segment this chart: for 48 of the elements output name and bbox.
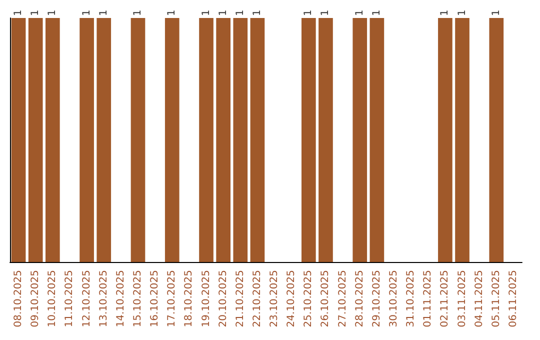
x-tick-label: 26.10.2025: [320, 270, 332, 328]
x-tick-label: 15.10.2025: [132, 270, 144, 328]
x-tick-label: 28.10.2025: [354, 270, 366, 328]
x-tick-label: 06.11.2025: [508, 270, 519, 328]
data-label: 1: [98, 10, 110, 16]
data-label: 1: [30, 10, 42, 16]
x-tick-label: 22.10.2025: [252, 270, 263, 328]
data-label: 1: [440, 10, 451, 16]
x-tick-label: 14.10.2025: [115, 270, 126, 328]
data-label: 1: [456, 10, 468, 16]
x-tick-label: 10.10.2025: [47, 270, 58, 328]
x-tick-label: 03.11.2025: [456, 270, 468, 328]
data-label: 1: [81, 10, 92, 16]
x-tick-label: 30.10.2025: [388, 270, 400, 328]
data-label: 1: [234, 10, 246, 16]
data-label: 1: [13, 10, 24, 16]
x-tick-label: 16.10.2025: [150, 270, 161, 328]
data-label: 1: [200, 10, 212, 16]
x-tick-label: 09.10.2025: [30, 270, 42, 328]
x-tick-label: 11.10.2025: [64, 270, 76, 328]
data-label: 1: [218, 10, 229, 16]
x-tick-label: 04.11.2025: [474, 270, 485, 328]
data-label: 1: [252, 10, 263, 16]
x-tick-label: 24.10.2025: [286, 270, 298, 328]
data-label: 1: [132, 10, 144, 16]
data-label: 1: [166, 10, 178, 16]
x-tick-label: 13.10.2025: [98, 270, 110, 328]
x-tick-label: 08.10.2025: [13, 270, 24, 328]
x-tick-label: 19.10.2025: [200, 270, 212, 328]
data-label: 1: [490, 10, 502, 16]
x-tick-label: 18.10.2025: [184, 270, 195, 328]
x-tick-label: 23.10.2025: [269, 270, 280, 328]
x-tick-label: 20.10.2025: [218, 270, 229, 328]
data-label: 1: [47, 10, 58, 16]
x-tick-label: 02.11.2025: [440, 270, 451, 328]
x-tick-label: 17.10.2025: [166, 270, 178, 328]
data-label: 1: [303, 10, 314, 16]
x-tick-label: 05.11.2025: [490, 270, 502, 328]
x-tick-label: 25.10.2025: [303, 270, 314, 328]
data-label: 1: [354, 10, 366, 16]
data-label: 1: [320, 10, 332, 16]
x-tick-label: 29.10.2025: [371, 270, 382, 328]
x-tick-label: 31.10.2025: [406, 270, 417, 328]
x-tick-label: 21.10.2025: [234, 270, 246, 328]
x-tick-label: 12.10.2025: [81, 270, 92, 328]
x-tick-label: 01.11.2025: [422, 270, 434, 328]
x-tick-label: 27.10.2025: [337, 270, 348, 328]
data-label: 1: [371, 10, 382, 16]
